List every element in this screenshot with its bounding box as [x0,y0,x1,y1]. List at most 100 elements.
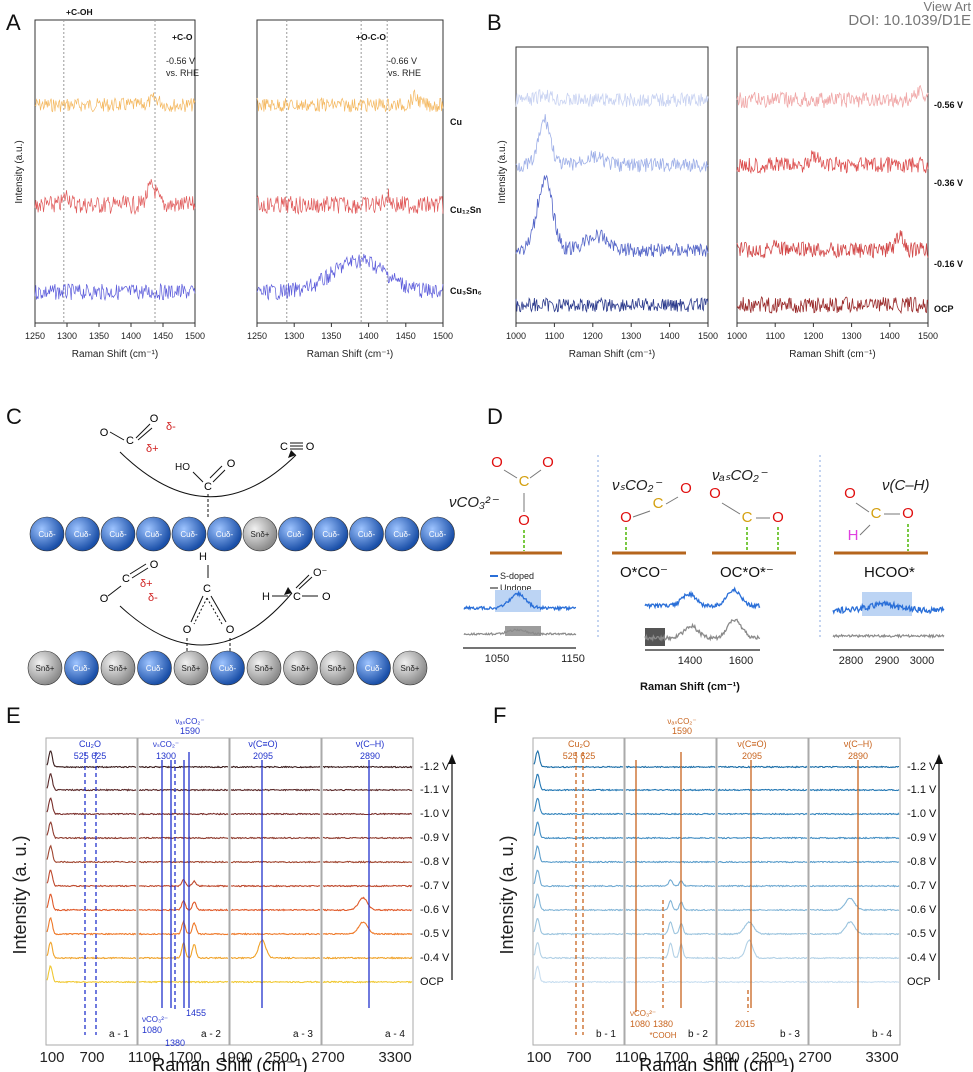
atom-o: O [100,427,109,439]
spectrum-trace [46,797,137,816]
bond [137,427,153,441]
delta-plus: δ+ [146,443,159,455]
spectrum-trace [625,860,716,864]
annot-vco3: νCO₃²⁻ [142,1015,168,1024]
x-axis-label: Raman Shift (cm⁻¹) [789,349,875,360]
atom-c: C [204,481,212,493]
spectrum-trace [230,836,321,840]
spectrum-trace [625,788,716,792]
x-tick-label: 1400 [359,331,379,341]
bond [859,524,871,536]
x-tick-label: 1300 [284,331,304,341]
x-axis-label: Raman Shift (cm⁻¹) [569,349,655,360]
vibration-arrow [632,510,651,518]
subpanel-frame [137,737,230,1046]
potential-label: -0.7 V [907,880,937,892]
plot-frame [34,19,196,324]
potential-label: -0.9 V [420,832,450,844]
spectrum-trace [717,812,808,816]
atom-label: Cuδ- [146,664,164,673]
annot-525-625: 525 625 [74,751,107,761]
cu-atom [171,516,207,552]
potential-label: -0.4 V [420,952,450,964]
annot-2095: 2095 [253,751,273,761]
x-tick-label: 3300 [865,1049,898,1066]
annot-vch: ν(C–H) [844,739,873,749]
x-tick-label: 1500 [433,331,453,341]
annot-1455: 1455 [186,1008,206,1018]
spectrum-trace [625,921,716,936]
x-tick-label: 3000 [910,655,934,667]
atom-label: Cuδ- [216,530,234,539]
species-label-vas: νₐₛCO₂⁻ [712,467,768,484]
y-axis-label: Intensity (a.u.) [14,140,25,203]
sn-atom [173,650,209,686]
atom-o: O [306,441,315,453]
atom-label: Snδ+ [401,664,420,673]
carbon-atom: C [653,495,664,512]
view-article-link[interactable]: View Art [923,0,971,14]
potential-label: -0.5 V [420,928,450,940]
oxide-label: O⁻ [313,567,328,579]
x-tick-label: 1100 [615,1049,647,1066]
subpanel-label: b - 3 [780,1029,800,1040]
x-tick-label: 1400 [678,655,702,667]
arrow-head [448,754,456,764]
x-tick-label: 1450 [396,331,416,341]
x-tick-label: 3300 [378,1049,411,1066]
x-tick-label: 1300 [842,331,862,341]
panel-f: F Intensity (a. u.) b - 1 b - 2 b - 3 b - 4 10… [493,703,943,1072]
spectrum-trace [717,788,808,792]
annot-cu2o: Cu₂O [79,739,101,749]
spectrum-trace [625,765,716,769]
carbon-atom: C [742,509,753,526]
spectrum-trace [533,893,624,912]
spectrum-trace [717,836,808,840]
spectrum-sdoped [832,600,945,615]
annot-cu2o: Cu₂O [568,739,590,749]
oxygen-atom: O [518,512,530,529]
potential-label: -1.1 V [907,784,937,796]
x-axis-label: Raman Shift (cm⁻¹) [152,1055,308,1072]
spectrum-trace [625,812,716,816]
potential-label: -1.1 V [420,784,450,796]
spectrum-trace [533,869,624,888]
atom-label: Cuδ- [145,530,163,539]
subpanel-frame [532,737,625,1046]
sn-atom [242,516,278,552]
x-tick-label: 100 [39,1049,64,1066]
potential-label: OCP [907,976,931,988]
annot-cooh: *COOH [649,1031,676,1040]
spectrum-trace [810,897,900,912]
oxygen-atom: O [491,454,503,471]
subpanel-frame [229,737,322,1046]
annot-2015: 2015 [735,1019,755,1029]
annot-1590: 1590 [672,726,692,736]
subpanel-label: a - 2 [201,1029,221,1040]
x-tick-label: 1400 [121,331,141,341]
spectrum-trace [625,899,716,912]
x-tick-label: 1200 [803,331,823,341]
y-axis-label: Intensity (a. u.) [10,835,30,954]
spectrum-trace [533,965,624,984]
cu-atom [210,650,245,686]
legend-undope: Undope [500,583,532,593]
spectrum-trace [322,884,413,888]
bond [193,597,208,625]
atom-label: Cuδ- [180,530,198,539]
spectrum-undope [832,633,945,639]
spectrum-trace [625,941,716,960]
spectrum-trace [322,956,413,960]
bond [192,471,204,483]
spectrum-trace [717,884,808,888]
spectrum-trace [46,916,137,936]
atom-o: O [183,624,192,636]
x-tick-label: 2700 [798,1049,831,1066]
potential-label: -0.8 V [907,856,937,868]
x-tick-label: 1050 [485,653,509,665]
potential-label: -0.5 V [907,928,937,940]
oxygen-atom: O [680,480,692,497]
plot-frame [515,46,709,324]
